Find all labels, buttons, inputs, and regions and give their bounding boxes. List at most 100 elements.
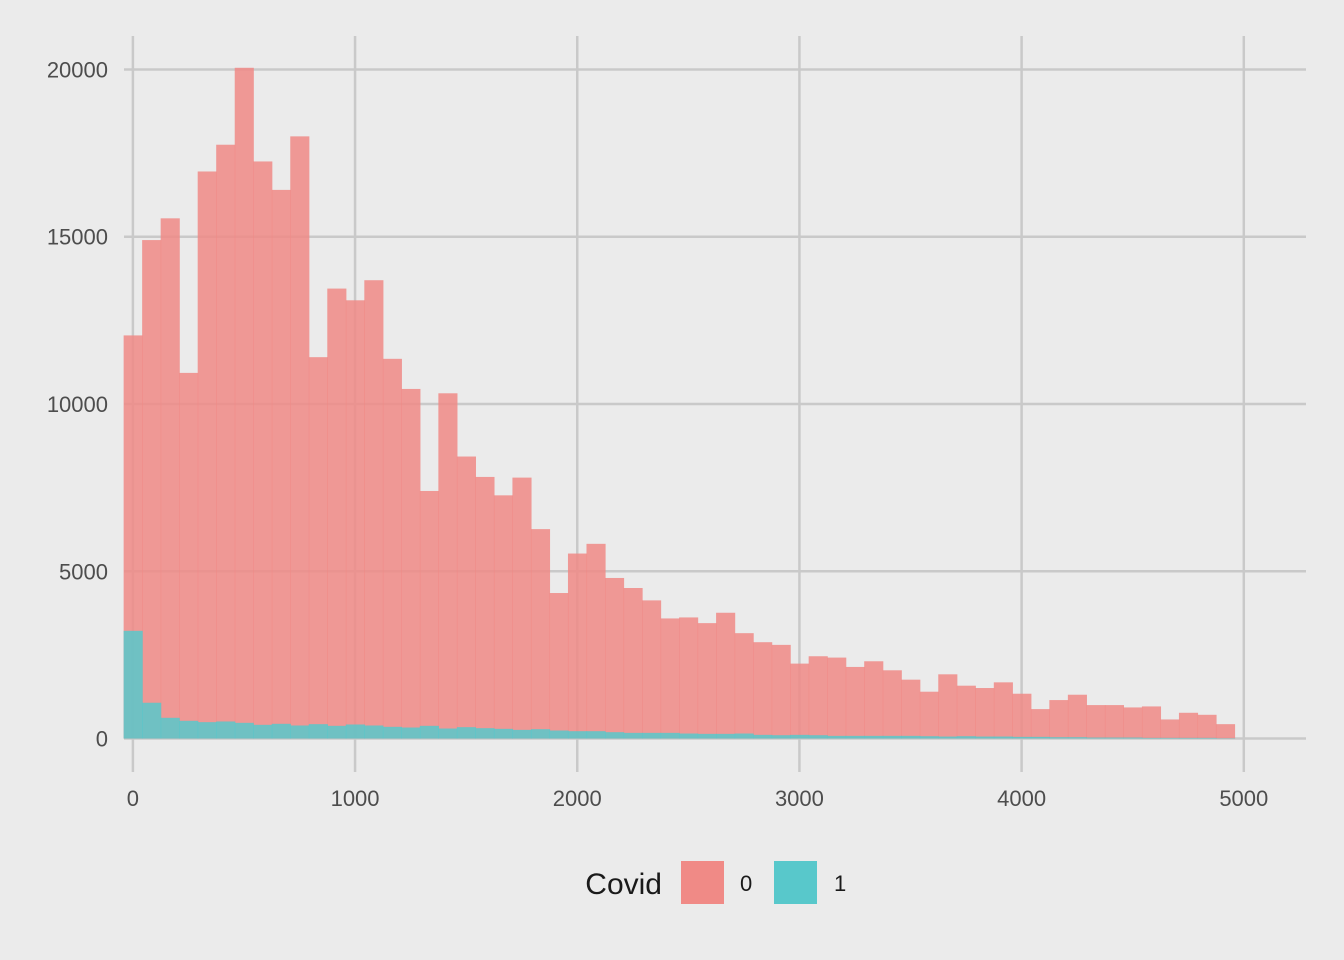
bar-series-1 — [197, 722, 217, 739]
bar-series-0 — [1067, 694, 1087, 739]
bar-series-0 — [1160, 719, 1180, 739]
bar-series-1 — [956, 736, 976, 739]
legend-label-0: 0 — [740, 871, 752, 896]
bar-series-1 — [993, 736, 1013, 739]
bar-series-0 — [530, 529, 551, 739]
x-tick-label: 0 — [127, 786, 139, 811]
x-tick-label: 2000 — [553, 786, 602, 811]
bar-series-0 — [586, 543, 606, 739]
bar-series-0 — [1141, 706, 1162, 739]
legend-swatch-0 — [681, 861, 724, 904]
bar-series-0 — [1030, 709, 1050, 739]
bar-series-1 — [1160, 737, 1180, 739]
bar-series-0 — [290, 136, 310, 739]
x-tick-label: 4000 — [997, 786, 1046, 811]
bar-series-0 — [419, 490, 439, 739]
bar-series-0 — [771, 644, 791, 739]
bar-series-1 — [882, 735, 902, 739]
bar-series-0 — [827, 657, 847, 739]
bar-series-1 — [753, 734, 773, 739]
y-tick-label: 20000 — [47, 57, 108, 82]
bar-series-1 — [364, 725, 384, 739]
bar-series-0 — [790, 663, 810, 739]
y-tick-label: 0 — [96, 727, 108, 752]
bar-series-0 — [197, 171, 217, 739]
bar-series-1 — [1086, 737, 1106, 739]
bar-series-0 — [808, 656, 828, 739]
histogram-bars — [123, 67, 1236, 739]
bar-series-0 — [734, 633, 754, 739]
bar-series-1 — [327, 725, 347, 739]
bar-series-1 — [845, 735, 865, 739]
y-tick-label: 15000 — [47, 225, 108, 250]
bar-series-1 — [697, 733, 717, 739]
x-tick-label: 5000 — [1219, 786, 1268, 811]
bar-series-1 — [1067, 737, 1087, 739]
bar-series-0 — [956, 685, 976, 739]
bar-series-1 — [642, 732, 662, 739]
bar-series-1 — [1178, 737, 1199, 739]
bar-series-1 — [938, 736, 958, 739]
bar-series-1 — [1049, 737, 1069, 739]
bar-series-1 — [623, 732, 643, 739]
bar-series-1 — [419, 725, 439, 739]
bar-series-1 — [123, 630, 143, 739]
y-tick-label: 10000 — [47, 392, 108, 417]
bar-series-0 — [882, 670, 902, 739]
bar-series-0 — [642, 600, 662, 739]
bar-series-0 — [623, 588, 643, 739]
bar-series-0 — [1086, 705, 1106, 739]
bar-series-1 — [179, 720, 199, 739]
legend-swatch-1 — [774, 861, 817, 904]
bar-series-1 — [605, 732, 625, 739]
bar-series-0 — [234, 67, 254, 739]
bar-series-0 — [475, 476, 495, 739]
bar-series-0 — [1178, 712, 1199, 739]
bar-series-1 — [475, 728, 495, 739]
bar-series-1 — [1104, 737, 1125, 739]
bar-series-1 — [253, 724, 273, 739]
legend-label-1: 1 — [834, 871, 846, 896]
bar-series-0 — [716, 612, 736, 739]
bar-series-1 — [290, 725, 310, 739]
bar-series-0 — [679, 617, 699, 739]
bar-series-1 — [567, 731, 588, 739]
bar-series-0 — [1123, 707, 1143, 739]
bar-series-0 — [567, 553, 588, 739]
bar-series-1 — [864, 735, 884, 739]
bar-series-0 — [493, 495, 514, 739]
bar-series-1 — [530, 729, 551, 739]
bar-series-1 — [493, 728, 514, 739]
bar-series-0 — [438, 393, 458, 739]
bar-series-1 — [345, 724, 365, 739]
bar-series-1 — [771, 735, 791, 739]
bar-series-1 — [234, 722, 254, 739]
bar-series-0 — [401, 388, 421, 739]
bar-series-1 — [1197, 737, 1217, 739]
bar-series-0 — [919, 691, 939, 739]
bar-series-0 — [1197, 714, 1217, 739]
bar-series-0 — [549, 593, 569, 739]
bar-series-0 — [1104, 705, 1125, 739]
bar-series-0 — [864, 661, 884, 739]
bar-series-1 — [549, 730, 569, 739]
bar-series-0 — [993, 682, 1013, 739]
bar-series-0 — [1215, 724, 1236, 739]
bar-series-1 — [1123, 737, 1143, 739]
bar-series-0 — [179, 372, 199, 739]
bar-series-0 — [308, 357, 328, 739]
bar-series-1 — [679, 733, 699, 739]
bar-series-1 — [438, 728, 458, 739]
bar-series-0 — [253, 161, 273, 739]
bar-series-0 — [1049, 700, 1069, 739]
bar-series-0 — [364, 280, 384, 739]
bar-series-1 — [808, 735, 828, 739]
bar-series-1 — [1141, 737, 1162, 739]
y-axis-tick-labels: 0 5000 10000 15000 20000 — [47, 57, 108, 751]
bar-series-0 — [975, 688, 995, 739]
bar-series-0 — [382, 358, 402, 739]
bar-series-1 — [160, 717, 180, 739]
bar-series-1 — [271, 723, 291, 739]
bar-series-0 — [697, 623, 717, 739]
